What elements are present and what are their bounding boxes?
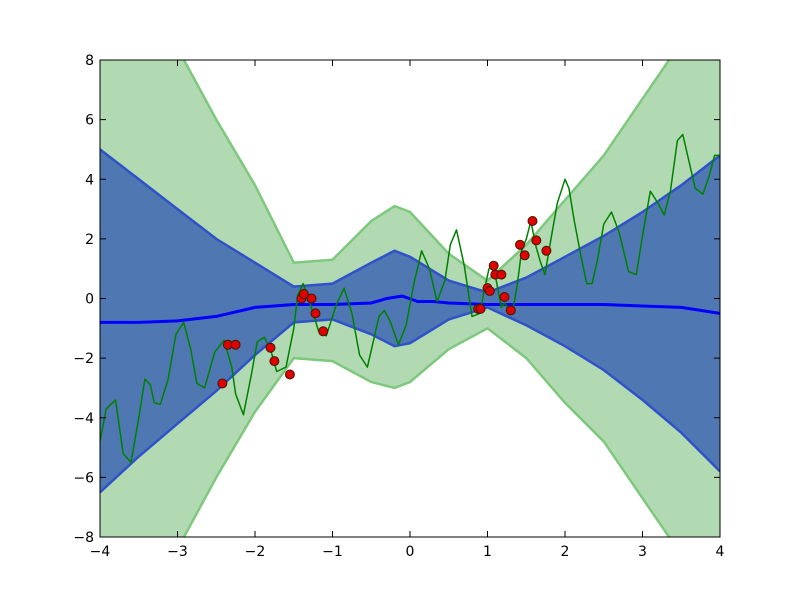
y-tick-label: 4 [85, 172, 94, 188]
data-point [265, 342, 276, 353]
data-point [541, 245, 552, 256]
data-point [284, 369, 295, 380]
data-point [318, 326, 329, 337]
inner-confidence-band-upper-edge [100, 148, 720, 294]
mean-line [100, 294, 720, 324]
x-tick-label: 4 [716, 544, 725, 560]
x-tick-label: 2 [561, 544, 570, 560]
data-point [484, 286, 495, 296]
y-tick-label: −4 [73, 411, 94, 427]
x-tick-label: 3 [638, 544, 647, 560]
x-tick-label: −4 [90, 544, 111, 560]
x-tick-label: −1 [322, 544, 343, 560]
data-point [217, 378, 228, 389]
y-tick-label: −8 [73, 530, 94, 546]
y-tick-label: 0 [85, 292, 94, 308]
data-point [505, 305, 516, 316]
data-point [515, 239, 525, 250]
x-axis: −4 −3 −2 −1 0 1 2 3 4 [90, 60, 725, 560]
x-tick-label: −3 [167, 544, 188, 560]
data-point [496, 269, 507, 280]
y-tick-label: 8 [85, 53, 94, 69]
x-tick-label: 0 [406, 544, 415, 560]
y-tick-label: 6 [85, 113, 94, 129]
true-function-line [100, 133, 720, 464]
data-point [310, 308, 321, 319]
x-tick-label: 1 [483, 544, 492, 560]
inner-confidence-band-lower-edge [100, 306, 720, 494]
data-point [306, 293, 317, 304]
data-point [499, 292, 510, 302]
data-point [488, 260, 499, 271]
plot-area [100, 60, 720, 537]
y-tick-label: −6 [73, 470, 94, 486]
data-point [269, 356, 280, 367]
data-point [230, 339, 241, 350]
x-tick-label: −2 [245, 544, 266, 560]
y-tick-label: −2 [73, 351, 94, 367]
data-point [519, 250, 530, 261]
outer-confidence-band-upper-edge [182, 60, 671, 283]
data-point [298, 289, 309, 299]
data-point [531, 235, 542, 246]
inner-confidence-band [100, 149, 720, 493]
y-tick-label: 2 [85, 232, 94, 248]
data-point [475, 303, 486, 314]
data-point [527, 216, 538, 226]
y-axis: −8 −6 −4 −2 0 2 4 6 8 [73, 53, 720, 546]
outer-confidence-band-lower-edge [182, 326, 671, 537]
